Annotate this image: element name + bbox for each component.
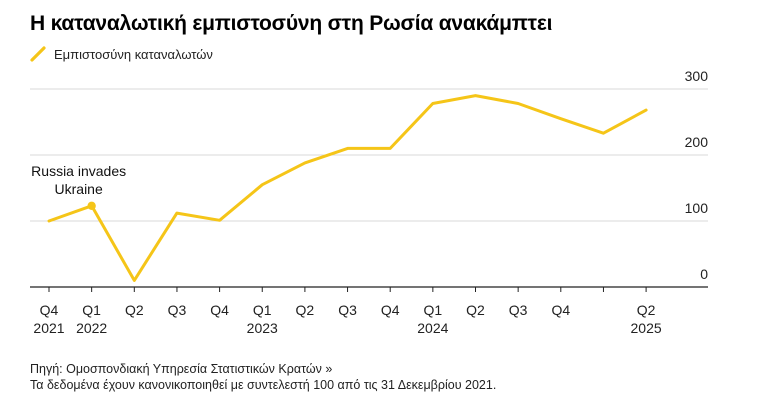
chart-title: Η καταναλωτική εμπιστοσύνη στη Ρωσία ανα…: [30, 12, 553, 35]
legend-label: Εμπιστοσύνη καταναλωτών: [54, 46, 213, 62]
x-tick-label: Q4: [381, 302, 400, 318]
y-tick-label: 200: [685, 134, 709, 150]
x-tick-label: Q3: [168, 302, 187, 318]
y-tick-label: 300: [685, 68, 709, 84]
x-tick-label: Q2: [125, 302, 144, 318]
x-tick-year-label: 2021: [33, 320, 64, 336]
legend-line-icon: [30, 46, 46, 62]
annotation-label: Russia invades: [31, 163, 126, 179]
y-tick-label: 100: [685, 200, 709, 216]
annotation-label: Ukraine: [55, 181, 103, 197]
x-tick-label: Q2: [637, 302, 656, 318]
annotation-marker: [87, 201, 96, 211]
y-axis-tick-labels: 0 100 200 300: [685, 68, 709, 282]
x-tick-label: Q2: [296, 302, 315, 318]
y-tick-label: 0: [700, 266, 708, 282]
series-layer: [47, 94, 648, 282]
x-tick-label: Q1: [82, 302, 101, 318]
x-tick-year-label: 2024: [417, 320, 448, 336]
x-axis-tick-labels: Q4 2021 Q1 2022 Q2 Q3 Q4 Q1 2023 Q2 Q3 Q4 Q1 2024 Q2 Q3…: [33, 287, 662, 336]
annotation-layer: Russia invades Ukraine: [31, 163, 126, 211]
x-tick-label: Q1: [253, 302, 272, 318]
x-tick-year-label: 2023: [247, 320, 278, 336]
x-tick-label: Q4: [40, 302, 59, 318]
legend: Εμπιστοσύνη καταναλωτών: [30, 46, 213, 62]
source-link[interactable]: Πηγή: Ομοσπονδιακή Υπηρεσία Στατιστικών …: [30, 362, 333, 376]
footer: Πηγή: Ομοσπονδιακή Υπηρεσία Στατιστικών …: [30, 361, 496, 393]
x-tick-year-label: 2022: [76, 320, 107, 336]
x-tick-label: Q2: [466, 302, 485, 318]
x-tick-label: Q4: [551, 302, 570, 318]
footnote: Τα δεδομένα έχουν κανονικοποιηθεί με συν…: [30, 378, 497, 392]
x-tick-label: Q4: [210, 302, 229, 318]
x-tick-label: Q1: [424, 302, 443, 318]
x-tick-label: Q3: [338, 302, 357, 318]
series-line: [47, 94, 648, 282]
x-tick-label: Q3: [509, 302, 528, 318]
grid-lines: [30, 88, 708, 288]
x-tick-year-label: 2025: [631, 320, 662, 336]
